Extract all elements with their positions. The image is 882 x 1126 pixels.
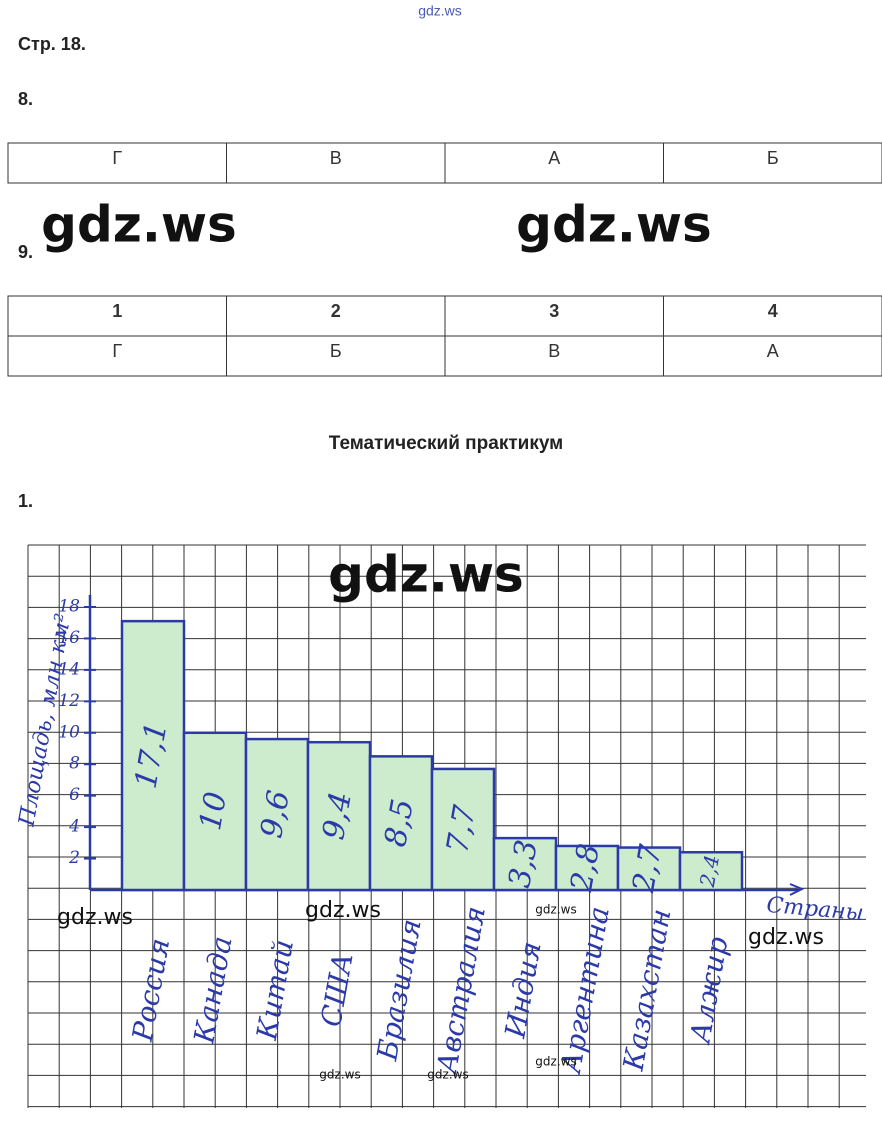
page-number: Стр. 18. — [18, 34, 86, 54]
cell-text: Г — [112, 341, 122, 361]
value-label: 10 — [193, 789, 234, 833]
y-tick-label: 12 — [58, 691, 80, 711]
value-label: 3,3 — [502, 837, 545, 890]
watermark: gdz.ws — [328, 546, 524, 604]
y-tick-label: 4 — [68, 817, 80, 837]
watermark: gdz.ws — [535, 903, 576, 917]
x-axis-label: Страны — [765, 893, 864, 926]
watermark: gdz.ws — [319, 1068, 360, 1082]
category-label: Казахстан — [616, 906, 677, 1074]
watermark: gdz.ws — [41, 196, 237, 254]
watermark: gdz.ws — [418, 3, 462, 19]
category-label: Аргентина — [554, 904, 616, 1077]
y-tick-label: 14 — [58, 659, 80, 679]
cell-text: В — [548, 341, 560, 361]
category-label: Индия — [498, 939, 548, 1041]
value-label: 2,8 — [564, 841, 607, 895]
y-tick-label: 6 — [69, 785, 80, 805]
value-label: 9,6 — [254, 788, 297, 841]
watermark: gdz.ws — [748, 925, 824, 950]
cell-text: Б — [330, 341, 342, 361]
section-title: Тематический практикум — [329, 433, 563, 454]
y-tick-label: 16 — [58, 628, 80, 648]
watermark: gdz.ws — [535, 1055, 576, 1069]
value-label: 7,7 — [440, 802, 483, 856]
y-tick-label: 10 — [58, 722, 80, 742]
category-label: Китай — [250, 937, 300, 1043]
bar — [368, 755, 434, 892]
value-label: 9,4 — [316, 789, 359, 842]
y-tick-label: 18 — [58, 597, 80, 617]
cell-text: В — [330, 148, 342, 168]
y-axis-label: Площадь, млн км² — [14, 612, 76, 829]
cell-text: 4 — [768, 301, 778, 321]
cell-text: А — [548, 148, 560, 168]
axis-arrow — [789, 883, 805, 896]
watermark: gdz.ws — [305, 898, 381, 923]
bar — [492, 836, 558, 892]
value-label: 2,7 — [626, 841, 669, 896]
value-label: 2,4 — [695, 853, 724, 889]
watermark: gdz.ws — [427, 1068, 468, 1082]
bar — [430, 767, 496, 892]
watermark: gdz.ws — [516, 196, 712, 254]
table-cell — [663, 142, 882, 184]
bar — [678, 851, 744, 892]
category-label: Бразилия — [370, 916, 427, 1063]
bar — [120, 619, 186, 892]
category-label: Россия — [126, 936, 177, 1045]
bar — [244, 737, 310, 892]
y-tick-label: 8 — [69, 754, 80, 774]
cell-text: Г — [112, 148, 122, 168]
cell-text: 2 — [331, 301, 341, 321]
task-number: 1. — [18, 491, 33, 511]
cell-text: А — [767, 341, 779, 361]
y-tick-label: 2 — [68, 848, 80, 868]
watermark: gdz.ws — [57, 905, 133, 930]
value-label: 8,5 — [378, 796, 421, 849]
category-label: США — [314, 950, 359, 1029]
category-label: Австралия — [430, 904, 492, 1078]
task-number: 9. — [18, 242, 33, 262]
cell-text: Б — [767, 148, 779, 168]
task-number: 8. — [18, 89, 33, 109]
cell-text: 3 — [549, 301, 559, 321]
table-cell — [663, 335, 882, 377]
bar — [306, 740, 372, 892]
cell-text: 1 — [112, 301, 122, 321]
